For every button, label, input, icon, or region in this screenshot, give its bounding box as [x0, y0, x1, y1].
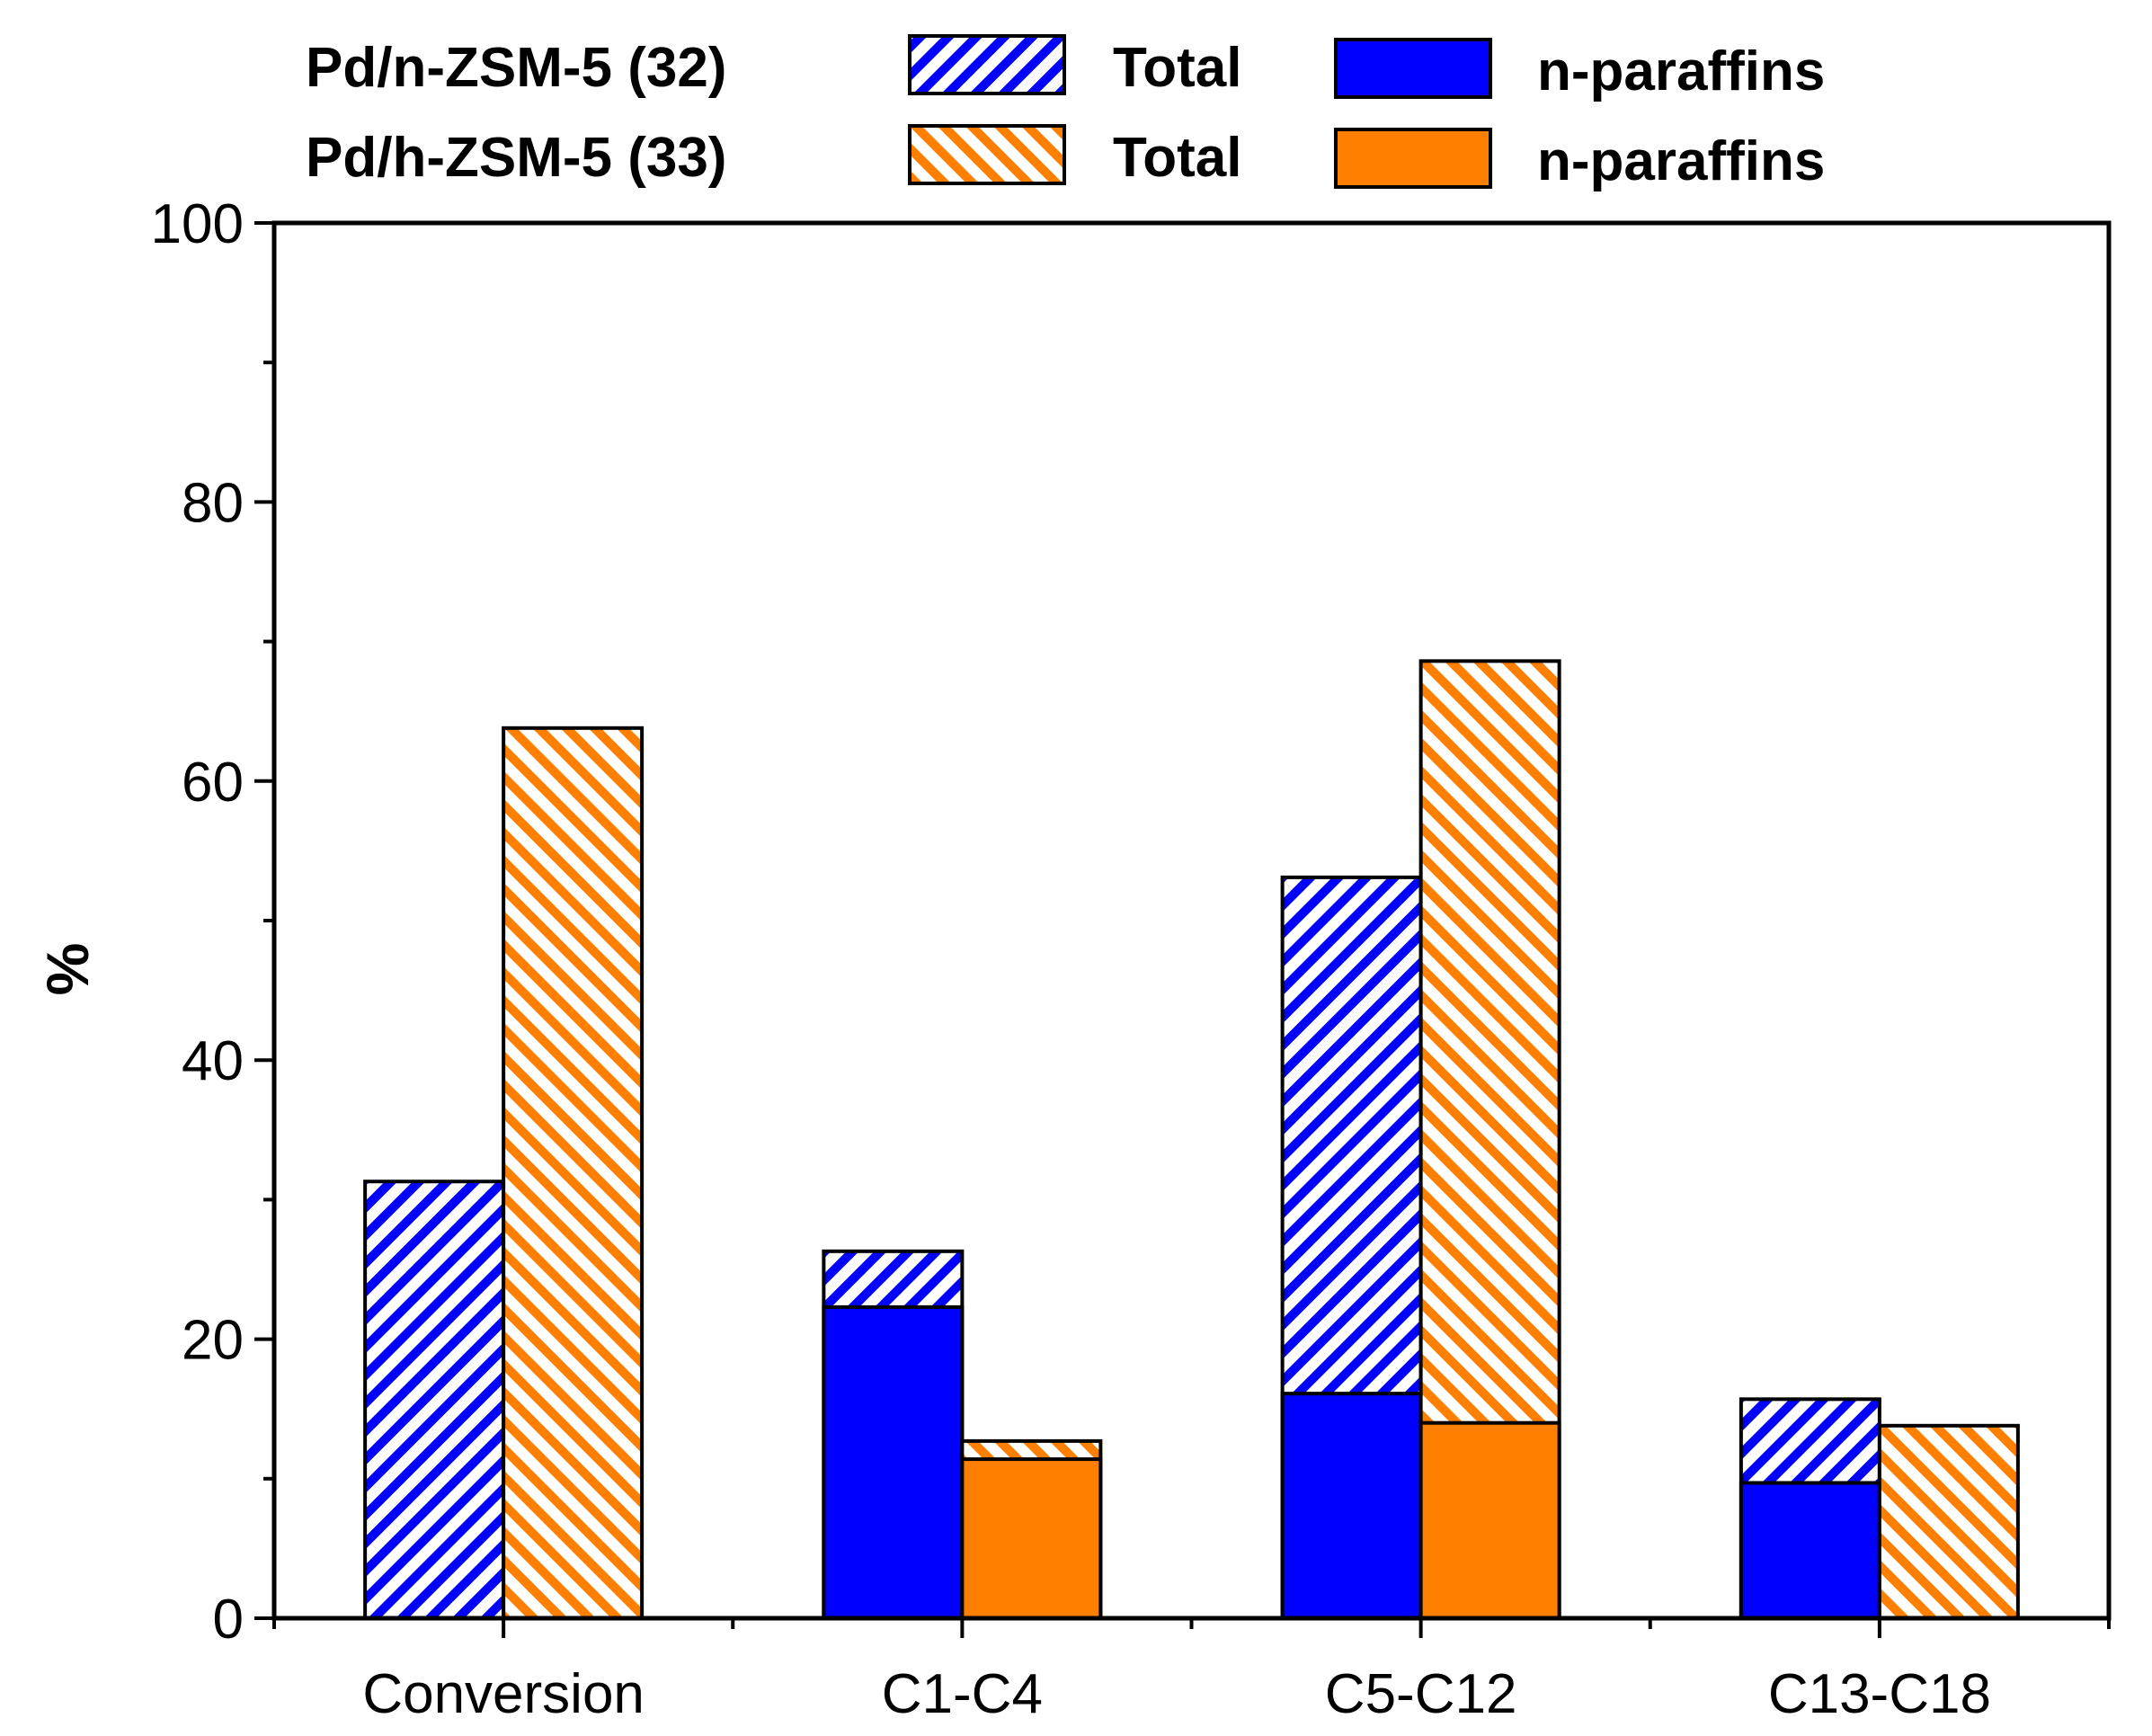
- legend-total-label-a: Total: [1113, 37, 1242, 99]
- legend-nparaffins-label-a: n-paraffins: [1537, 40, 1825, 102]
- x-category-label: C1-C4: [882, 1663, 1043, 1725]
- bar-nparaffins-n-zsm5-c1-c4: [822, 1304, 965, 1621]
- legend-series-b-name: Pd/h-ZSM-5 (33): [306, 127, 726, 189]
- axes-layer: 0 20 40 60 80 100 Conversion C1-C4 C5-C12 C13-C18: [151, 193, 2112, 1725]
- legend-swatch-nparaffins-a: [1334, 38, 1492, 99]
- y-tick-label: 60: [182, 752, 244, 814]
- y-tick-label: 100: [151, 193, 244, 255]
- legend-series-a-name: Pd/n-ZSM-5 (32): [306, 37, 726, 99]
- y-tick-label: 80: [182, 472, 244, 534]
- legend-swatch-nparaffins-b: [1334, 128, 1492, 189]
- bar-total-h-zsm5-c13-c18: [1877, 1423, 2020, 1620]
- legend-swatch-total-a: [908, 34, 1066, 95]
- legend: Pd/n-ZSM-5 (32) Pd/h-ZSM-5 (33) Total To…: [306, 34, 1825, 192]
- legend-nparaffins-label-b: n-paraffins: [1537, 130, 1825, 192]
- y-tick-label: 0: [213, 1589, 244, 1651]
- bar-nparaffins-n-zsm5-c13-c18: [1738, 1481, 1881, 1621]
- x-category-label: C5-C12: [1325, 1663, 1517, 1725]
- bar-nparaffins-n-zsm5-c5-c12: [1280, 1392, 1423, 1621]
- bars-layer: [363, 659, 2020, 1621]
- bar-total-h-zsm5-conversion: [502, 726, 645, 1620]
- bar-total-n-zsm5-conversion: [363, 1180, 506, 1620]
- x-category-label: Conversion: [362, 1663, 645, 1725]
- bar-nparaffins-h-zsm5-c5-c12: [1418, 1420, 1561, 1620]
- x-category-label: C13-C18: [1768, 1663, 1991, 1725]
- bar-nparaffins-h-zsm5-c1-c4: [960, 1457, 1103, 1621]
- legend-total-label-b: Total: [1113, 127, 1242, 189]
- y-axis-title: %: [34, 943, 101, 996]
- y-tick-label: 20: [182, 1310, 244, 1372]
- y-tick-label: 40: [182, 1030, 244, 1092]
- legend-swatch-total-b: [908, 124, 1066, 185]
